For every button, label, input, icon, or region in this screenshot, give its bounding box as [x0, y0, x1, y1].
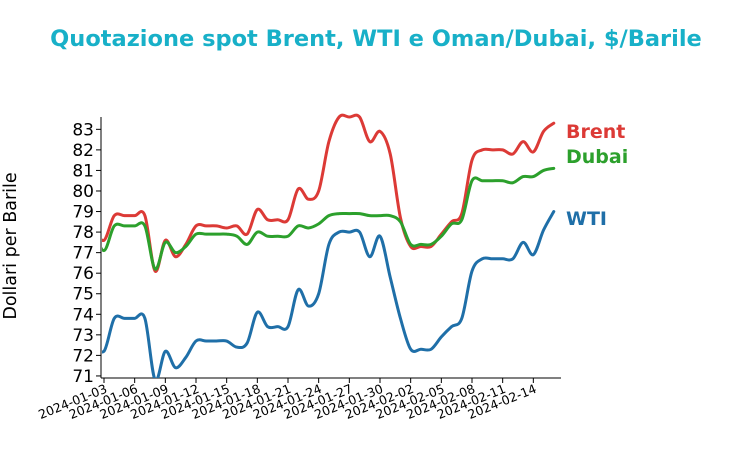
- y-tick-label: 79: [72, 203, 94, 223]
- y-tick-label: 76: [72, 264, 94, 284]
- y-tick-label: 73: [72, 326, 94, 346]
- chart-title: Quotazione spot Brent, WTI e Oman/Dubai,…: [50, 26, 702, 52]
- y-tick-label: 83: [72, 120, 94, 140]
- y-tick-label: 75: [72, 285, 94, 305]
- y-tick-label: 81: [72, 161, 94, 181]
- series-line-wti: [102, 210, 556, 378]
- y-tick-label: 74: [72, 305, 94, 325]
- series-label-dubai: Dubai: [566, 146, 628, 168]
- y-tick-label: 77: [72, 244, 94, 264]
- series-line-dubai: [102, 166, 556, 271]
- plot-area: 717273747576777879808182832024-01-032024…: [36, 113, 628, 422]
- y-tick-label: 72: [72, 346, 94, 366]
- y-tick-label: 78: [72, 223, 94, 243]
- y-tick-label: 80: [72, 182, 94, 202]
- series-label-brent: Brent: [566, 121, 625, 143]
- y-axis-label: Dollari per Barile: [1, 172, 21, 319]
- y-tick-label: 82: [72, 141, 94, 161]
- series-label-wti: WTI: [566, 208, 607, 230]
- y-tick-label: 71: [72, 367, 94, 387]
